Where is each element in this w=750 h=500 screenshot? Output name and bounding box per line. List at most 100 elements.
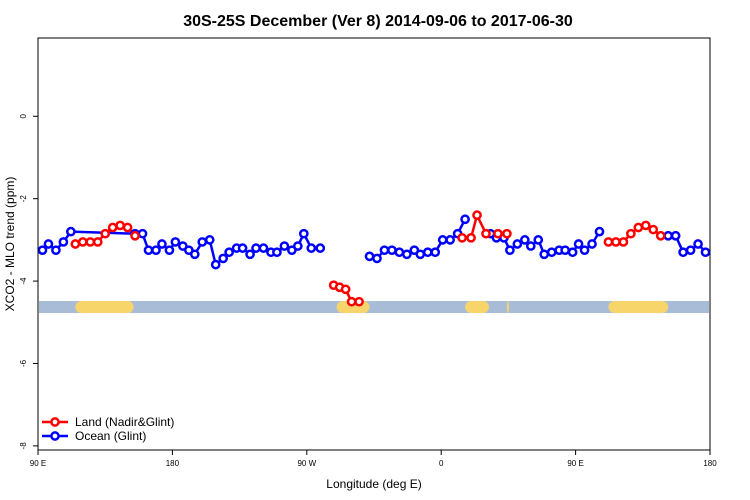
series-1-point-3-5 bbox=[700, 247, 711, 258]
series-1-point-2-16 bbox=[594, 226, 605, 237]
series-0-point-3-4 bbox=[633, 222, 644, 233]
series-0-point-3-5 bbox=[640, 220, 651, 231]
series-1-point-0-4 bbox=[66, 226, 76, 237]
series-1-point-2-4 bbox=[512, 239, 523, 249]
series-1-point-2-14 bbox=[579, 245, 590, 256]
series-0-point-3-2 bbox=[618, 237, 629, 247]
series-1-point-0-23 bbox=[251, 243, 261, 253]
y-tick-label-4: -8 bbox=[19, 442, 28, 450]
series-1-point-0-7 bbox=[143, 245, 154, 256]
series-1-point-0-29 bbox=[292, 241, 303, 251]
x-axis: 90 E 180 90 W 0 90 E 180 bbox=[30, 450, 717, 468]
series-1-point-0-11 bbox=[170, 237, 181, 247]
series-1-point-1-13 bbox=[460, 214, 470, 225]
series-0-point-3-0 bbox=[603, 237, 614, 247]
series-0-point-0-2 bbox=[85, 237, 96, 247]
land-band-4 bbox=[608, 301, 669, 314]
series-1-point-0-31 bbox=[306, 243, 317, 253]
legend-label-1: Ocean (Glint) bbox=[75, 429, 146, 443]
y-axis-label: XCO2 - MLO trend (ppm) bbox=[3, 177, 17, 312]
legend-marker-0 bbox=[50, 417, 60, 427]
plot-frame bbox=[37, 37, 711, 451]
series-0-point-3-3 bbox=[626, 228, 636, 239]
x-tick-label-4: 90 E bbox=[567, 459, 583, 468]
series-points bbox=[37, 210, 711, 307]
series-1-point-1-10 bbox=[437, 235, 448, 245]
y-tick-label-3: -6 bbox=[19, 359, 28, 367]
series-1-point-0-1 bbox=[43, 239, 54, 249]
series-1-point-2-6 bbox=[525, 241, 536, 251]
series-0-point-0-0 bbox=[70, 239, 81, 249]
series-0-point-0-1 bbox=[77, 237, 88, 247]
series-1-point-0-3 bbox=[58, 237, 69, 247]
series-1-point-1-4 bbox=[394, 247, 405, 258]
series-1-point-1-2 bbox=[379, 245, 390, 256]
series-1-point-0-30 bbox=[298, 228, 309, 239]
series-0-point-0-3 bbox=[92, 237, 103, 247]
land-band-3 bbox=[506, 301, 509, 314]
series-0-point-3-6 bbox=[648, 224, 659, 235]
series-0-point-1-3 bbox=[346, 296, 357, 307]
y-tick-label-0: 0 bbox=[19, 114, 28, 119]
series-1-point-2-11 bbox=[560, 245, 570, 256]
series-1-point-3-4 bbox=[693, 239, 703, 249]
series-1-point-0-10 bbox=[164, 245, 175, 256]
series-1-point-3-1 bbox=[670, 230, 681, 241]
series-1-point-3-2 bbox=[678, 247, 688, 258]
series-1-point-2-15 bbox=[587, 239, 597, 249]
series-1-point-2-12 bbox=[567, 247, 578, 258]
series-1-point-1-9 bbox=[430, 247, 441, 258]
series-1-point-0-2 bbox=[51, 245, 61, 256]
chart-title: 30S-25S December (Ver 8) 2014-09-06 to 2… bbox=[183, 13, 573, 30]
land-band-0 bbox=[75, 301, 134, 314]
series-1-point-2-5 bbox=[519, 235, 530, 245]
legend: Land (Nadir&Glint)Ocean (Glint) bbox=[42, 415, 174, 443]
series-1-point-0-17 bbox=[210, 259, 221, 270]
series-1-point-0-24 bbox=[258, 243, 269, 253]
series-1-point-0-26 bbox=[272, 247, 282, 258]
ocean-band bbox=[39, 301, 709, 314]
y-axis: 0 -2 -4 -6 -8 bbox=[19, 114, 38, 450]
series-0-point-2-5 bbox=[502, 228, 512, 239]
series-0-point-2-2 bbox=[472, 210, 482, 221]
series-1-point-2-13 bbox=[573, 239, 584, 249]
series-1-point-0-14 bbox=[189, 249, 200, 260]
series-1-point-2-3 bbox=[505, 245, 515, 256]
y-tick-label-1: -2 bbox=[19, 195, 28, 203]
series-0-point-0-7 bbox=[122, 222, 133, 233]
series-0-point-3-7 bbox=[655, 230, 666, 241]
series-0-point-0-4 bbox=[100, 228, 111, 239]
series-0-point-2-3 bbox=[481, 228, 491, 239]
surface-band bbox=[39, 301, 709, 314]
series-1-point-2-8 bbox=[539, 249, 550, 260]
x-tick-label-5: 180 bbox=[703, 459, 717, 468]
series-0-point-1-4 bbox=[354, 296, 364, 307]
series-1-point-3-3 bbox=[685, 245, 696, 256]
series-1-point-0-6 bbox=[137, 228, 148, 239]
series-1-point-2-7 bbox=[533, 235, 544, 245]
land-band-2 bbox=[465, 301, 489, 314]
series-1-point-0-0 bbox=[37, 245, 48, 256]
series-0-point-2-4 bbox=[493, 228, 503, 239]
series-1-point-1-11 bbox=[445, 235, 456, 245]
legend-label-0: Land (Nadir&Glint) bbox=[75, 415, 174, 429]
series-1-point-1-8 bbox=[422, 247, 433, 258]
series-0-point-1-2 bbox=[340, 284, 351, 295]
series-1-point-0-8 bbox=[151, 245, 161, 256]
series-1-point-0-16 bbox=[204, 235, 215, 245]
series-1-point-3-0 bbox=[663, 230, 674, 241]
series-1-point-0-9 bbox=[157, 239, 167, 249]
series-1-point-1-5 bbox=[402, 249, 412, 260]
series-1-point-1-0 bbox=[364, 251, 375, 262]
x-tick-label-2: 90 W bbox=[297, 459, 316, 468]
series-0-point-0-6 bbox=[115, 220, 125, 231]
y-tick-label-2: -4 bbox=[19, 277, 28, 285]
series-0-point-0-8 bbox=[130, 230, 140, 241]
series-0-point-2-0 bbox=[457, 232, 467, 243]
x-axis-label: Longitude (deg E) bbox=[326, 477, 421, 491]
series-1-point-0-18 bbox=[218, 253, 229, 264]
series-0-point-2-1 bbox=[466, 232, 476, 243]
series-1-point-0-19 bbox=[224, 247, 234, 258]
series-1-point-0-21 bbox=[237, 243, 248, 253]
